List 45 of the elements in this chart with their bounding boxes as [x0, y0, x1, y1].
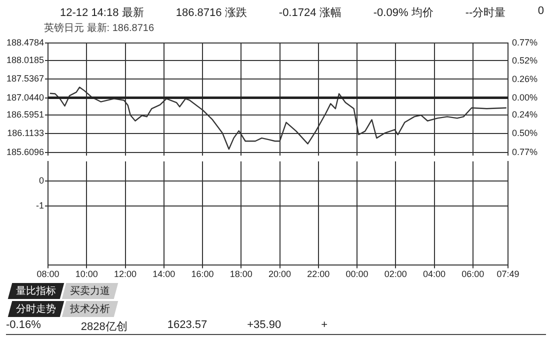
y-tick-label: 188.4784: [6, 37, 44, 48]
x-tick-label: 12:00: [114, 269, 137, 280]
y2-tick-label: 0.26%: [512, 74, 538, 84]
text: +: [321, 319, 328, 333]
y2-tick-label: 0.50%: [512, 128, 538, 138]
text: -0.16%: [6, 319, 41, 333]
text: 0: [538, 5, 544, 19]
text: +35.90: [247, 319, 282, 333]
y-tick-label: 186.1133: [7, 128, 44, 138]
y2-tick-label: 0.00%: [512, 92, 538, 102]
text: 技术分析: [70, 302, 110, 316]
text: 186.8716 涨跌: [176, 6, 247, 20]
text: 买卖力道: [70, 284, 110, 298]
y-tick-label: 187.5367: [6, 73, 44, 84]
x-tick-label: 07:49: [496, 269, 520, 280]
x-tick-label: 02:00: [384, 269, 407, 280]
x-tick-label: 08:00: [36, 269, 60, 280]
text: 2828亿创: [80, 320, 128, 334]
y2-tick-label: 0.52%: [512, 55, 538, 66]
y2-tick-label: 0.24%: [512, 109, 538, 120]
text: 1623.57: [167, 319, 208, 333]
x-tick-label: 22:00: [307, 269, 330, 280]
text: -0.09% 均价: [373, 6, 434, 20]
y-tick-label: 185.6096: [6, 147, 44, 158]
x-tick-label: 06:00: [462, 269, 484, 280]
text: 分时走势: [16, 302, 56, 316]
y-tick-label: 187.0440: [6, 92, 44, 102]
x-tick-label: 00:00: [346, 269, 368, 280]
y2-tick-label: 0.77%: [512, 147, 538, 158]
text: -0.1724 涨幅: [278, 6, 342, 20]
y-tick-label: 186.5951: [6, 109, 44, 120]
y-tick-label: 0: [38, 176, 44, 186]
chart-subtitle: 英镑日元 最新: 186.8716: [44, 22, 154, 35]
text: 12-12 14:18 最新: [60, 6, 144, 20]
x-tick-label: 14:00: [152, 269, 176, 280]
y2-tick-label: 0.77%: [512, 37, 538, 48]
x-tick-label: 04:00: [423, 269, 446, 280]
y-tick-label: 188.0185: [6, 55, 44, 66]
text: --分时量: [465, 6, 506, 20]
x-tick-label: 18:00: [230, 269, 252, 280]
text: 量比指标: [16, 284, 56, 298]
x-tick-label: 20:00: [268, 269, 292, 280]
x-tick-label: 10:00: [75, 269, 98, 280]
y-tick-label: -1: [36, 200, 44, 210]
x-tick-label: 16:00: [191, 269, 214, 280]
